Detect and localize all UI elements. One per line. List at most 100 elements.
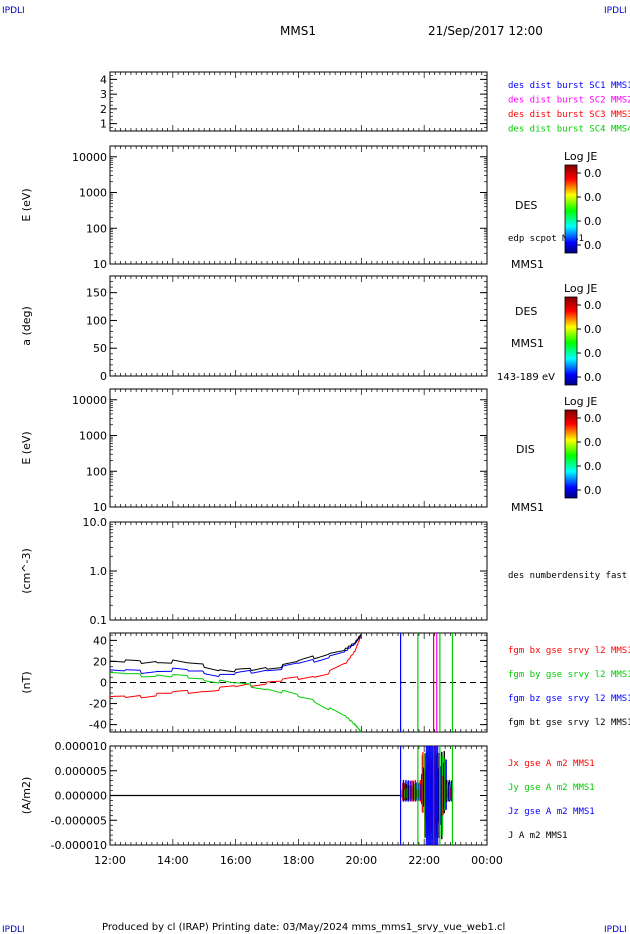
panel-frame-2	[109, 275, 488, 377]
legend-entry: Jz gse A m2 MMS1	[508, 807, 595, 817]
instrument-label: DES	[515, 199, 537, 212]
y-tick-label: 40	[93, 634, 107, 647]
colorbar-tick-label: 0.0	[584, 371, 602, 384]
legend-entry: des dist burst SC2 MMS2	[508, 96, 630, 106]
y-axis-label: (nT)	[20, 671, 33, 693]
y-tick-label: 10.0	[83, 516, 108, 529]
legend-entry: des dist burst SC1 MMS1	[508, 81, 630, 91]
colorbar	[564, 409, 578, 499]
spacecraft-label: MMS1	[511, 258, 544, 271]
panel-annotation: edp scpot MMS1	[508, 234, 584, 244]
y-tick-label: 0.000010	[55, 740, 108, 753]
y-tick-label: 100	[86, 314, 107, 327]
colorbar-tick-label: 0.0	[584, 484, 602, 497]
y-tick-label: 4	[100, 73, 107, 86]
y-tick-label: 2	[100, 103, 107, 116]
x-tick-label: 14:00	[157, 854, 189, 867]
legend-entry: fgm bx gse srvy l2 MMS1	[508, 646, 630, 656]
colorbar-title: Log JE	[564, 395, 597, 408]
colorbar-tick-label: 0.0	[584, 323, 602, 336]
colorbar-tick-label: 0.0	[584, 167, 602, 180]
colorbar-title: Log JE	[564, 150, 597, 163]
energy-range-label: 143-189 eV	[497, 372, 555, 383]
y-tick-label: 1	[100, 118, 107, 131]
y-tick-label: -0.000010	[51, 839, 107, 852]
y-tick-label: 3	[100, 88, 107, 101]
y-tick-label: 100	[86, 222, 107, 235]
y-tick-label: 0.000000	[55, 790, 108, 803]
burst-block	[425, 746, 439, 845]
y-tick-label: 20	[93, 655, 107, 668]
colorbar-tick-label: 0.0	[584, 436, 602, 449]
header-spacecraft: MMS1	[280, 24, 316, 38]
y-tick-label: 1.0	[90, 565, 108, 578]
y-axis-label: a (deg)	[20, 306, 33, 346]
y-tick-label: 10000	[72, 394, 107, 407]
y-axis-label: E (eV)	[20, 188, 33, 221]
y-tick-label: 0.1	[90, 614, 108, 627]
y-tick-label: 1000	[79, 430, 107, 443]
legend-entry: J A m2 MMS1	[508, 831, 568, 841]
y-tick-label: 10	[93, 501, 107, 514]
y-tick-label: 50	[93, 342, 107, 355]
y-axis-label: (cm^-3)	[20, 548, 33, 594]
legend-entry: Jx gse A m2 MMS1	[508, 759, 595, 769]
series-line	[110, 672, 362, 733]
y-tick-label: 10	[93, 258, 107, 271]
colorbar-tick-label: 0.0	[584, 215, 602, 228]
y-axis-label: E (eV)	[20, 431, 33, 464]
colorbar	[564, 164, 578, 254]
y-tick-label: -0.000005	[51, 814, 107, 827]
legend-entry: fgm bt gse srvy l2 MMS1	[508, 718, 630, 728]
legend-entry: des dist burst SC4 MMS4	[508, 125, 630, 135]
spacecraft-label: MMS1	[511, 337, 544, 350]
series-line	[110, 633, 362, 673]
legend-entry: Jy gse A m2 MMS1	[508, 783, 595, 793]
colorbar-tick-label: 0.0	[584, 191, 602, 204]
y-tick-label: 0	[100, 370, 107, 383]
corner-label-top-left: IPDLI	[2, 6, 25, 16]
x-tick-label: 16:00	[220, 854, 252, 867]
y-tick-label: 0.000005	[55, 765, 108, 778]
x-tick-label: 20:00	[345, 854, 377, 867]
y-tick-label: 100	[86, 465, 107, 478]
legend-entry: des dist burst SC3 MMS3	[508, 110, 630, 120]
series-line	[109, 634, 362, 677]
corner-label-bottom-right: IPDLI	[604, 925, 627, 934]
series-line	[109, 634, 362, 699]
panel-frame-1	[109, 145, 488, 265]
y-tick-label: -40	[89, 719, 107, 732]
colorbar	[564, 296, 578, 386]
y-tick-label: 1000	[79, 187, 107, 200]
corner-label-top-right: IPDLI	[604, 6, 627, 16]
colorbar-title: Log JE	[564, 282, 597, 295]
x-tick-label: 22:00	[408, 854, 440, 867]
header-datetime: 21/Sep/2017 12:00	[428, 24, 543, 38]
y-axis-label: (A/m2)	[20, 777, 33, 815]
colorbar-tick-label: 0.0	[584, 347, 602, 360]
colorbar-tick-label: 0.0	[584, 239, 602, 252]
panel-frame-4	[109, 521, 488, 621]
legend-entry: fgm bz gse srvy l2 MMS1	[508, 694, 630, 704]
y-tick-label: 10000	[72, 151, 107, 164]
x-tick-label: 12:00	[94, 854, 126, 867]
spacecraft-label: MMS1	[511, 501, 544, 514]
footer-credit: Produced by cl (IRAP) Printing date: 03/…	[102, 922, 505, 933]
legend-entry: des numberdensity fast M	[508, 571, 630, 581]
y-tick-label: -20	[89, 698, 107, 711]
colorbar-tick-label: 0.0	[584, 460, 602, 473]
instrument-label: DES	[515, 305, 537, 318]
y-tick-label: 150	[86, 287, 107, 300]
instrument-label: DIS	[516, 443, 535, 456]
x-tick-label: 00:00	[471, 854, 503, 867]
panel-frame-0	[109, 71, 488, 132]
colorbar-tick-label: 0.0	[584, 299, 602, 312]
corner-label-bottom-left: IPDLI	[2, 925, 25, 934]
y-tick-label: 0	[100, 677, 107, 690]
panel-frame-3	[109, 388, 488, 508]
colorbar-tick-label: 0.0	[584, 412, 602, 425]
panels-group: 4 3 2 1 des dist burst SC1 MMS1 des dist burs…	[20, 71, 630, 867]
legend-entry: fgm by gse srvy l2 MMS1	[508, 670, 630, 680]
x-tick-label: 18:00	[283, 854, 315, 867]
